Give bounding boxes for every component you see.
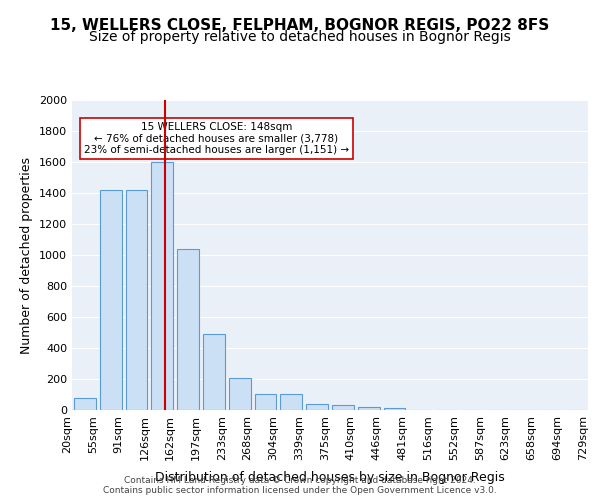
X-axis label: Distribution of detached houses by size in Bognor Regis: Distribution of detached houses by size … xyxy=(155,471,505,484)
Bar xyxy=(254,394,277,410)
Bar xyxy=(100,190,122,410)
Bar xyxy=(358,407,380,410)
Bar xyxy=(306,404,328,410)
Bar xyxy=(177,249,199,410)
Bar xyxy=(203,334,225,410)
Text: Size of property relative to detached houses in Bognor Regis: Size of property relative to detached ho… xyxy=(89,30,511,44)
Bar xyxy=(74,398,96,410)
Text: 15, WELLERS CLOSE, FELPHAM, BOGNOR REGIS, PO22 8FS: 15, WELLERS CLOSE, FELPHAM, BOGNOR REGIS… xyxy=(50,18,550,32)
Text: Contains HM Land Registry data © Crown copyright and database right 2024.
Contai: Contains HM Land Registry data © Crown c… xyxy=(103,476,497,495)
Y-axis label: Number of detached properties: Number of detached properties xyxy=(20,156,34,354)
Bar xyxy=(151,162,173,410)
Bar xyxy=(332,406,354,410)
Bar xyxy=(125,190,148,410)
Bar xyxy=(229,378,251,410)
Text: 15 WELLERS CLOSE: 148sqm
← 76% of detached houses are smaller (3,778)
23% of sem: 15 WELLERS CLOSE: 148sqm ← 76% of detach… xyxy=(84,122,349,155)
Bar xyxy=(280,394,302,410)
Bar xyxy=(383,408,406,410)
